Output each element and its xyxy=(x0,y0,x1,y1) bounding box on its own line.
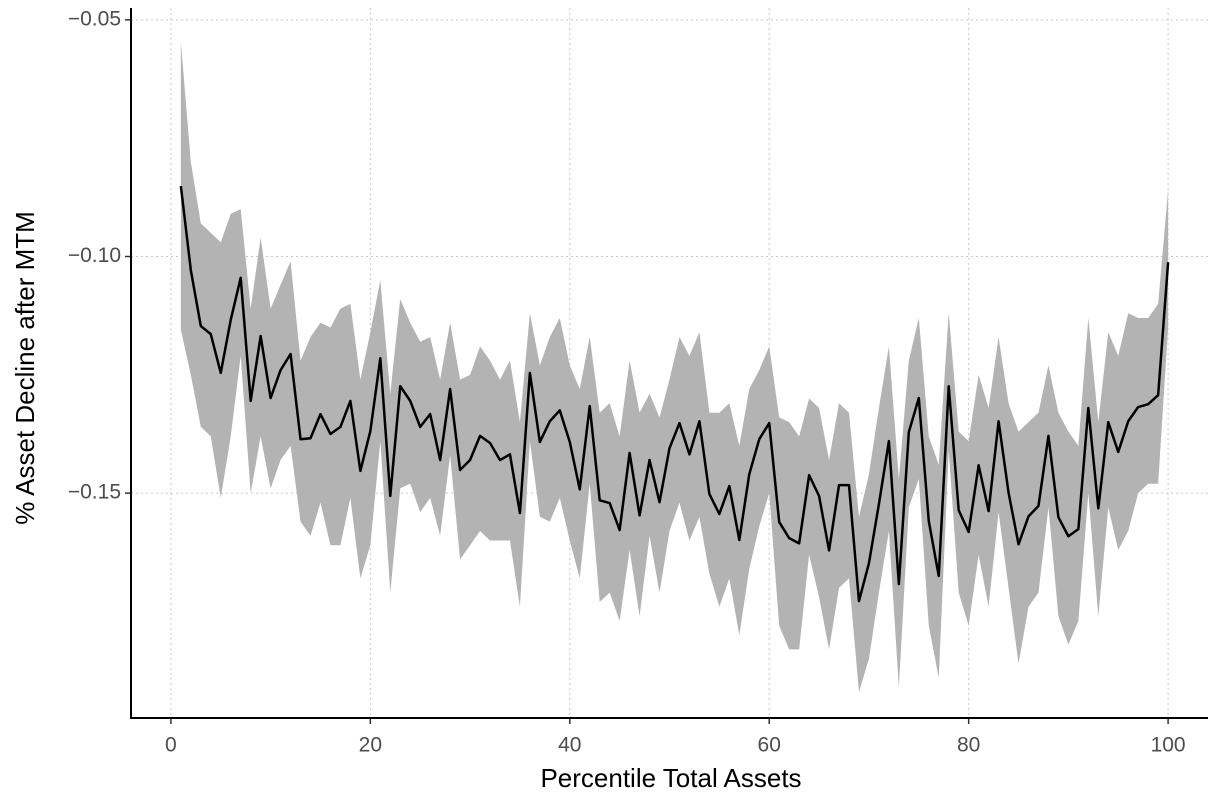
x-axis-title: Percentile Total Assets xyxy=(540,763,801,793)
x-tick-label: 0 xyxy=(165,734,177,757)
x-tick-label: 40 xyxy=(558,734,581,757)
y-axis-title: % Asset Decline after MTM xyxy=(10,211,40,525)
x-tick-label: 100 xyxy=(1151,734,1186,757)
x-tick-label: 80 xyxy=(957,734,980,757)
x-tick-label: 20 xyxy=(359,734,382,757)
line xyxy=(179,185,1170,603)
x-tick-label: 60 xyxy=(758,734,781,757)
y-tick-label: −0.15 xyxy=(68,481,121,504)
y-tick-label: −0.05 xyxy=(68,7,121,30)
confidence-band xyxy=(180,42,1169,692)
y-tick-label: −0.10 xyxy=(68,244,121,267)
